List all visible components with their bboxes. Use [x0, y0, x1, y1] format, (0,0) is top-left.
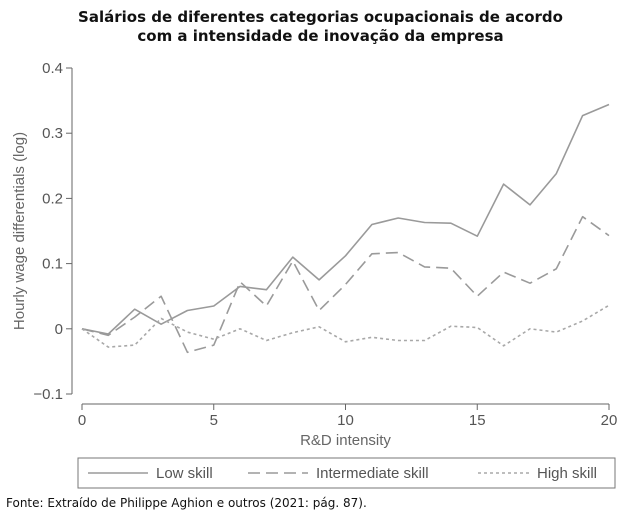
chart-title: Salários de diferentes categorias ocupac…: [0, 8, 641, 46]
x-axis-title: R&D intensity: [300, 432, 391, 449]
chart-series: [81, 103, 610, 354]
y-tick-label-5: 0.4: [42, 60, 63, 77]
legend-label-1: Intermediate skill: [316, 465, 429, 482]
x-tick-label-2: 10: [337, 412, 354, 429]
series-line-intermediate-skill: [81, 215, 610, 354]
series-line-low-skill: [81, 103, 610, 335]
x-tick-label-0: 0: [78, 412, 86, 429]
legend-label-0: Low skill: [156, 465, 213, 482]
chart-axes: −0.1 0 0.1 0.2 0.3 0.4 0 5 10 15 20: [33, 60, 617, 429]
legend-box: [77, 457, 616, 489]
y-tick-label-0: −0.1: [33, 386, 63, 403]
chart-legend: Low skill Intermediate skill High skill: [77, 457, 616, 489]
chart-title-line-1: Salários de diferentes categorias ocupac…: [78, 8, 563, 26]
chart-title-line-2: com a intensidade de inovação da empresa: [137, 27, 504, 45]
x-tick-label-4: 20: [601, 412, 618, 429]
y-axis-title: Hourly wage differentials (log): [11, 132, 28, 330]
series-line-high-skill: [81, 304, 610, 348]
x-tick-label-1: 5: [210, 412, 218, 429]
source-note: Fonte: Extraído de Philippe Aghion e out…: [6, 496, 367, 510]
y-tick-label-3: 0.2: [42, 190, 63, 207]
legend-label-2: High skill: [537, 465, 597, 482]
line-chart: −0.1 0 0.1 0.2 0.3 0.4 0 5 10 15 20 Hourly wage di…: [11, 60, 617, 489]
y-tick-label-2: 0.1: [42, 256, 63, 273]
y-tick-label-4: 0.3: [42, 125, 63, 142]
y-tick-label-1: 0: [55, 321, 63, 338]
x-tick-label-3: 15: [469, 412, 486, 429]
